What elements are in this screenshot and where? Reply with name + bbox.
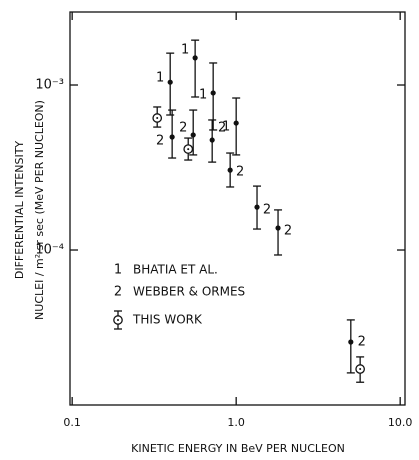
point-label: 2 [156, 134, 164, 149]
point-label: 2 [236, 165, 244, 180]
point-label: 1 [199, 87, 207, 102]
legend-marker-label: 1 [114, 263, 122, 278]
plot-frame [69, 11, 406, 406]
point [210, 90, 216, 96]
x-axis-label: KINETIC ENERGY IN BeV PER NUCLEON [131, 442, 345, 455]
x-tick-label: 0.1 [63, 416, 81, 429]
point-label: 1 [222, 120, 230, 135]
legend-marker [117, 319, 119, 321]
point-label: 1 [156, 71, 164, 86]
point [254, 204, 260, 210]
y-axis-label: NUCLEI / m² sr sec (MeV PER NUCLEON) [33, 100, 46, 320]
legend-label: WEBBER & ORMES [133, 285, 245, 299]
x-tick-label: 10.0 [388, 416, 413, 429]
point [227, 167, 233, 173]
point-label: 2 [263, 203, 271, 218]
point [169, 134, 175, 140]
legend-label: THIS WORK [132, 313, 203, 327]
point [167, 79, 173, 85]
point-center [187, 148, 190, 151]
point [275, 225, 281, 231]
x-tick-label: 1.0 [227, 416, 245, 429]
y-axis-label: DIFFERENTIAL INTENSITY [13, 141, 26, 280]
point-center [156, 117, 159, 120]
point [209, 137, 215, 143]
legend-marker-label: 2 [114, 285, 122, 300]
point-center [359, 368, 362, 371]
point-label: 2 [218, 121, 226, 136]
point [192, 55, 198, 61]
point-label: 2 [284, 223, 292, 238]
point-label: 1 [181, 42, 189, 57]
point [190, 132, 196, 138]
point-label: 2 [358, 335, 366, 350]
point-label: 2 [179, 120, 187, 135]
legend-label: BHATIA ET AL. [133, 263, 218, 277]
y-tick-label: 10⁻³ [35, 78, 64, 93]
point [348, 339, 354, 345]
y-tick-label: 10⁻⁴ [35, 243, 64, 258]
point [233, 120, 239, 126]
